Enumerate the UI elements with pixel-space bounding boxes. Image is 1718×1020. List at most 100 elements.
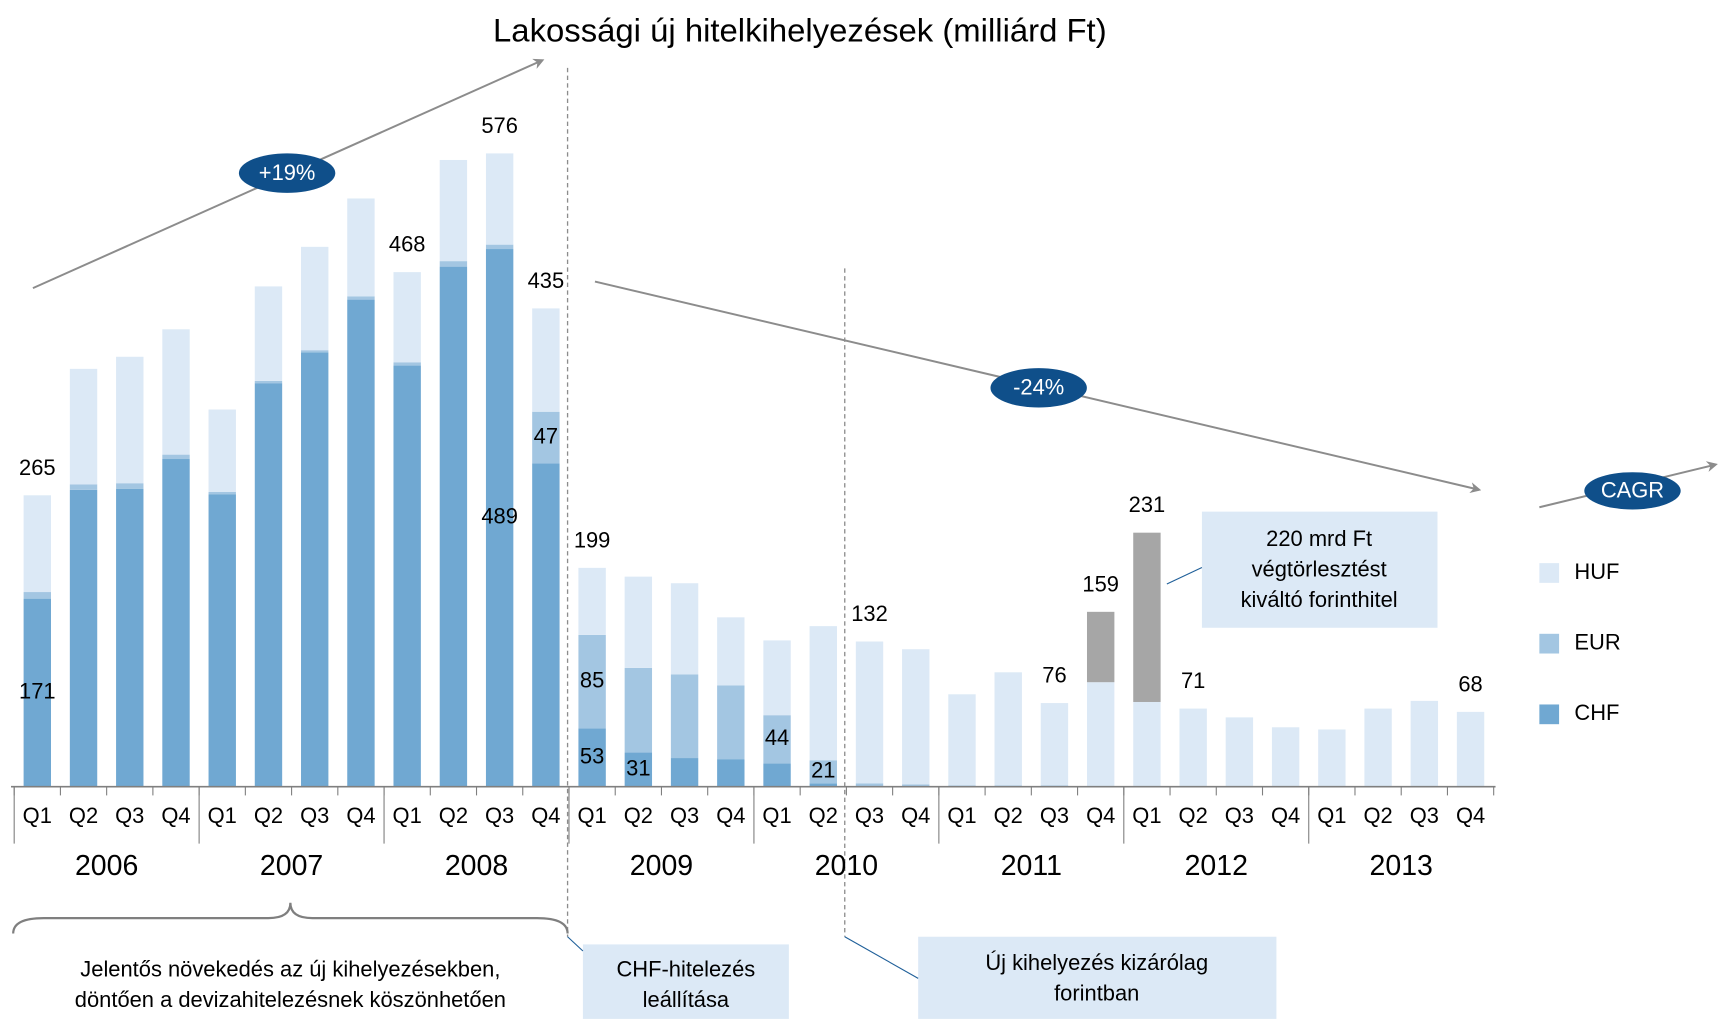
x-tick-label: Q4 <box>531 803 560 828</box>
bar-segment <box>69 484 98 490</box>
total-label: 76 <box>1042 663 1066 688</box>
note: döntően a devizahitelezésnek köszönhetőe… <box>75 987 506 1012</box>
bar-segment <box>485 244 514 250</box>
value-label: 21 <box>811 758 835 783</box>
bar-segment <box>1318 729 1346 787</box>
value-label: 85 <box>580 667 604 692</box>
x-tick-label: Q3 <box>115 803 144 828</box>
bar-segment <box>1364 708 1392 787</box>
trend-pill <box>238 153 336 193</box>
x-tick-label: Q2 <box>1363 803 1392 828</box>
bar-segment <box>717 759 745 787</box>
bar-segment <box>1410 700 1439 787</box>
total-label: 159 <box>1082 571 1119 596</box>
bar-segment <box>624 667 653 753</box>
bar-segment <box>763 715 791 764</box>
value-label: 53 <box>580 743 604 768</box>
x-tick-label: Q1 <box>577 803 606 828</box>
bar-segment <box>439 159 468 262</box>
leader-line <box>844 936 919 979</box>
bar-segment <box>1456 711 1485 787</box>
value-label: 47 <box>534 423 558 448</box>
bar-segment <box>1271 727 1300 787</box>
total-label: 576 <box>481 113 518 138</box>
bar-segment <box>902 649 930 785</box>
bar-segment <box>855 783 884 787</box>
bar-segment <box>578 567 606 635</box>
x-tick-label: Q3 <box>670 803 699 828</box>
annotation-box <box>1201 511 1438 628</box>
bar-segment <box>670 583 699 675</box>
x-tick-label: Q1 <box>947 803 976 828</box>
highlight-segment <box>1133 532 1161 702</box>
bar-segment <box>69 489 98 787</box>
x-tick-label: Q4 <box>901 803 930 828</box>
bar-segment <box>116 356 144 484</box>
bar-segment <box>208 409 236 492</box>
bar-segment <box>809 783 837 787</box>
legend-label: CHF <box>1574 700 1619 725</box>
x-tick-label: Q1 <box>393 803 422 828</box>
legend-label: HUF <box>1574 559 1619 584</box>
x-tick-label: Q4 <box>1456 803 1485 828</box>
total-label: 132 <box>851 601 888 626</box>
x-tick-label: Q4 <box>161 803 190 828</box>
bar-segment <box>578 634 606 729</box>
bar-segment <box>855 641 884 784</box>
legend-label: EUR <box>1574 629 1620 654</box>
bar-segment <box>393 362 421 366</box>
year-label: 2006 <box>75 850 138 882</box>
bar-segment <box>162 459 190 787</box>
value-label: 31 <box>626 755 650 780</box>
total-label: 71 <box>1181 668 1205 693</box>
x-tick-label: Q2 <box>624 803 653 828</box>
bar-segment <box>1179 708 1207 787</box>
x-tick-label: Q2 <box>1179 803 1208 828</box>
bar-segment <box>347 296 375 300</box>
bar-segment <box>162 329 190 455</box>
x-tick-label: Q1 <box>1317 803 1346 828</box>
bar-segment <box>485 153 514 245</box>
trend-label: CAGR <box>1601 478 1664 503</box>
bar-segment <box>994 672 1022 786</box>
year-label: 2012 <box>1185 850 1248 882</box>
bar-segment <box>23 598 51 787</box>
bar-segment <box>717 617 745 686</box>
x-tick-label: Q4 <box>346 803 375 828</box>
leader-line <box>567 936 584 952</box>
legend-swatch <box>1539 704 1560 725</box>
note: CHF-hitelezés <box>617 956 756 981</box>
bar-segment <box>208 494 236 787</box>
x-tick-label: Q2 <box>994 803 1023 828</box>
x-tick-label: Q3 <box>485 803 514 828</box>
bar-segment <box>439 261 468 267</box>
bar-segment <box>254 383 283 787</box>
total-label: 435 <box>528 268 565 293</box>
x-tick-label: Q1 <box>208 803 237 828</box>
bar-segment <box>301 246 329 351</box>
bar-segment <box>162 454 190 460</box>
bar-segment <box>578 728 606 787</box>
bar-segment <box>763 763 791 787</box>
note: Új kihelyezés kizárólag <box>985 950 1208 975</box>
annotation: kiváltó forinthitel <box>1241 587 1398 612</box>
total-label: 265 <box>19 455 56 480</box>
bar-segment <box>809 760 837 784</box>
bar-segment <box>1133 701 1161 787</box>
bar-segment <box>532 411 560 464</box>
x-tick-label: Q3 <box>1410 803 1439 828</box>
x-tick-label: Q4 <box>1086 803 1115 828</box>
bar-segment <box>116 488 144 787</box>
bar-segment <box>439 266 468 787</box>
bar-segment <box>301 350 329 353</box>
annotation-box <box>918 936 1277 1019</box>
x-tick-label: Q2 <box>809 803 838 828</box>
value-label: 489 <box>481 504 518 529</box>
note: leállítása <box>643 987 730 1012</box>
bar-segment <box>254 380 283 384</box>
x-tick-label: Q3 <box>1225 803 1254 828</box>
bar-segment <box>69 368 98 485</box>
bar-segment <box>902 784 930 787</box>
